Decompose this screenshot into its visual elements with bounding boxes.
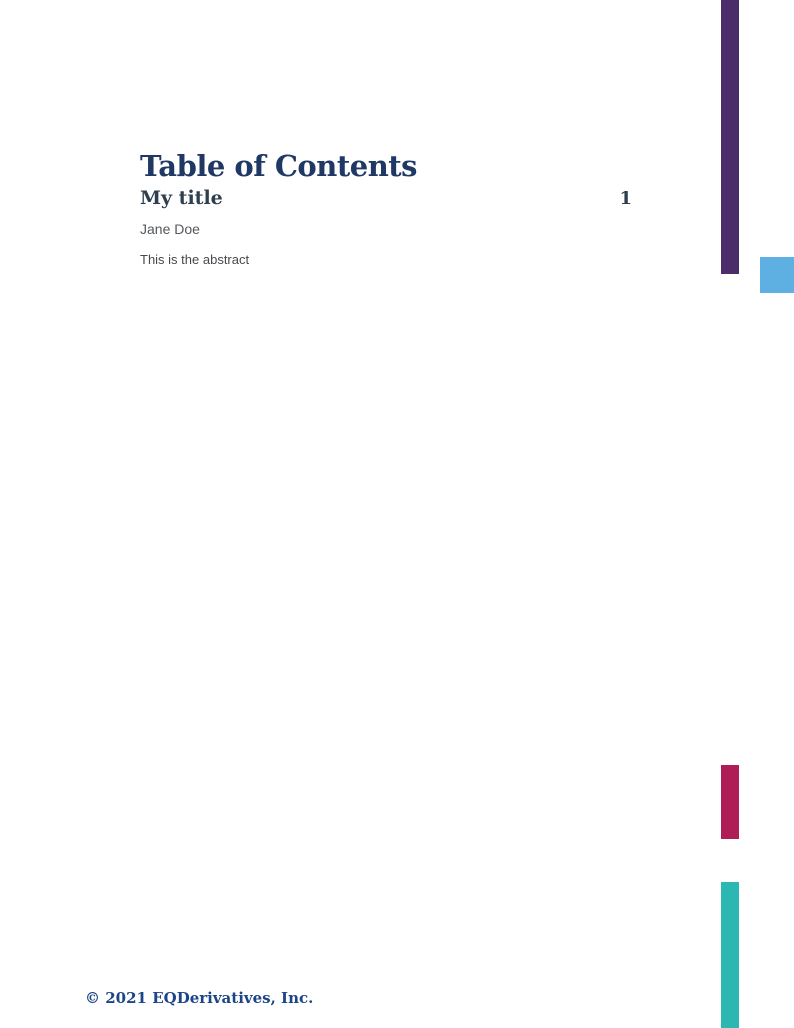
accent-bar-purple <box>721 0 739 274</box>
toc-entry-page-number: 1 <box>619 188 632 209</box>
accent-bar-teal <box>721 882 739 1028</box>
page-title: Table of Contents <box>140 149 418 184</box>
accent-bar-crimson <box>721 765 739 839</box>
toc-entry-author: Jane Doe <box>140 221 200 237</box>
toc-entry-abstract: This is the abstract <box>140 252 250 267</box>
accent-square-blue <box>760 257 794 293</box>
toc-entry-title: My title <box>140 187 223 209</box>
copyright-footer: © 2021 EQDerivatives, Inc. <box>85 989 314 1007</box>
toc-entry[interactable]: My title 1 <box>140 187 632 209</box>
